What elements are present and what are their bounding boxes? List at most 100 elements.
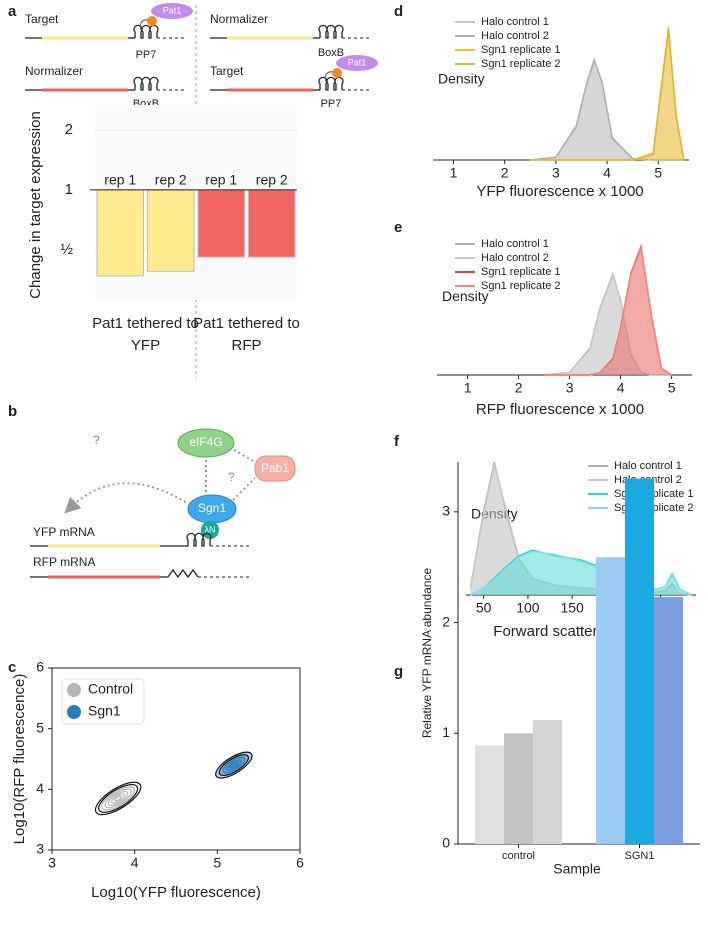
contour: [229, 761, 239, 769]
question-mark: ?: [93, 433, 100, 447]
density-line: [544, 245, 673, 376]
tag-label: BoxB: [318, 47, 344, 59]
legend-label: Sgn1 replicate 2: [481, 58, 561, 70]
x-axis-label: RFP fluorescence x 1000: [476, 401, 644, 418]
contour: [98, 783, 139, 813]
legend-label: Halo control 1: [614, 460, 682, 472]
tag-label: PP7: [136, 49, 157, 61]
legend-label: Halo control 2: [481, 252, 549, 264]
y-axis-label: Density: [442, 288, 489, 304]
panel-label: f: [394, 433, 400, 450]
contour: [218, 754, 249, 777]
contour: [111, 793, 126, 804]
density-line: [544, 272, 672, 376]
legend-label: Sgn1 replicate 2: [481, 280, 561, 292]
density-area: [470, 464, 692, 595]
x-tick-label: 4: [131, 855, 139, 871]
bar: [248, 189, 296, 258]
x-tick-label: control: [502, 850, 535, 862]
x-tick-label: 2: [501, 165, 509, 181]
protein-label: Pat1: [348, 57, 367, 67]
x-tick-label: 5: [654, 165, 662, 181]
x-tick-label: rep 1: [205, 172, 237, 188]
contour: [107, 790, 129, 806]
density-line: [530, 29, 685, 161]
arrow: [64, 482, 191, 514]
panel-label: d: [394, 3, 403, 20]
density-line: [469, 464, 692, 596]
density-area: [544, 248, 672, 375]
bar: [625, 478, 654, 844]
protein: [201, 521, 219, 539]
legend-label: Control: [88, 681, 133, 697]
protein-label: Pat1: [163, 5, 182, 15]
y-tick-label: 5: [36, 719, 44, 735]
bar: [475, 745, 504, 844]
x-tick-label: 1: [464, 380, 472, 396]
protein: [336, 55, 378, 71]
density-line: [530, 58, 684, 161]
boxb-loops: [160, 568, 199, 579]
y-axis-label: Density: [438, 71, 485, 87]
density-area: [544, 275, 672, 375]
legend-label: Sgn1: [88, 703, 121, 719]
protein-label: eIF4G: [189, 435, 222, 449]
y-axis-label: Change in target expression: [27, 111, 44, 299]
legend-marker: [67, 683, 81, 697]
stem-loops: [318, 76, 344, 91]
x-tick-label: 150: [560, 600, 584, 616]
y-tick-label: 3: [442, 503, 450, 519]
density-area: [544, 246, 672, 375]
construct-right: Normalizer BoxB Target Pat1 PP7: [210, 12, 378, 110]
coat-protein: [332, 68, 342, 78]
bar: [533, 719, 562, 844]
x-axis-label: Sample: [553, 861, 601, 877]
x-tick-label: 4: [603, 165, 611, 181]
y-tick-label: 1: [442, 724, 450, 740]
x-tick-label: 3: [566, 380, 574, 396]
mrna-label: RFP mRNA: [33, 555, 95, 569]
y-tick-label: ½: [60, 241, 73, 258]
bar: [147, 189, 195, 272]
x-tick-label: 100: [516, 600, 540, 616]
legend-marker: [67, 705, 81, 719]
density-area: [530, 27, 684, 160]
contour: [114, 795, 122, 802]
legend-label: Halo control 1: [481, 16, 549, 28]
construct-label: Target: [25, 12, 59, 26]
bar: [96, 189, 144, 277]
y-tick-label: 3: [36, 841, 44, 857]
construct-label: Normalizer: [25, 64, 83, 78]
arrow: [233, 449, 256, 463]
panel-label: g: [394, 663, 403, 680]
stem-loops: [318, 24, 344, 39]
protein: [254, 455, 296, 482]
construct-left: Target Pat1 PP7 Normalizer BoxB: [25, 3, 193, 110]
y-tick-label: 0: [442, 835, 450, 851]
construct-label: Target: [210, 64, 244, 78]
mrna-label: YFP mRNA: [33, 525, 95, 539]
x-tick-label: 1: [450, 165, 458, 181]
contour: [222, 756, 246, 774]
group-label: Pat1 tethered to YFP: [92, 315, 199, 354]
legend-label: Sgn1 replicate 1: [481, 266, 561, 278]
contour: [104, 788, 132, 809]
x-tick-label: 4: [617, 380, 625, 396]
x-tick-label: 2: [515, 380, 523, 396]
panel-label: b: [8, 403, 17, 420]
bar: [504, 733, 533, 844]
density-area: [544, 273, 672, 375]
protein: [151, 3, 193, 19]
density-area: [470, 550, 692, 595]
contour: [101, 786, 135, 811]
contour: [215, 751, 253, 779]
x-axis-label: Log10(YFP fluorescence): [91, 884, 261, 901]
legend-box: [61, 678, 145, 725]
protein-label: Pab1: [261, 461, 289, 475]
protein-label: λN: [205, 524, 216, 534]
legend-label: Halo control 1: [481, 238, 549, 250]
construct-label: Normalizer: [210, 12, 268, 26]
arrow: [232, 477, 256, 501]
